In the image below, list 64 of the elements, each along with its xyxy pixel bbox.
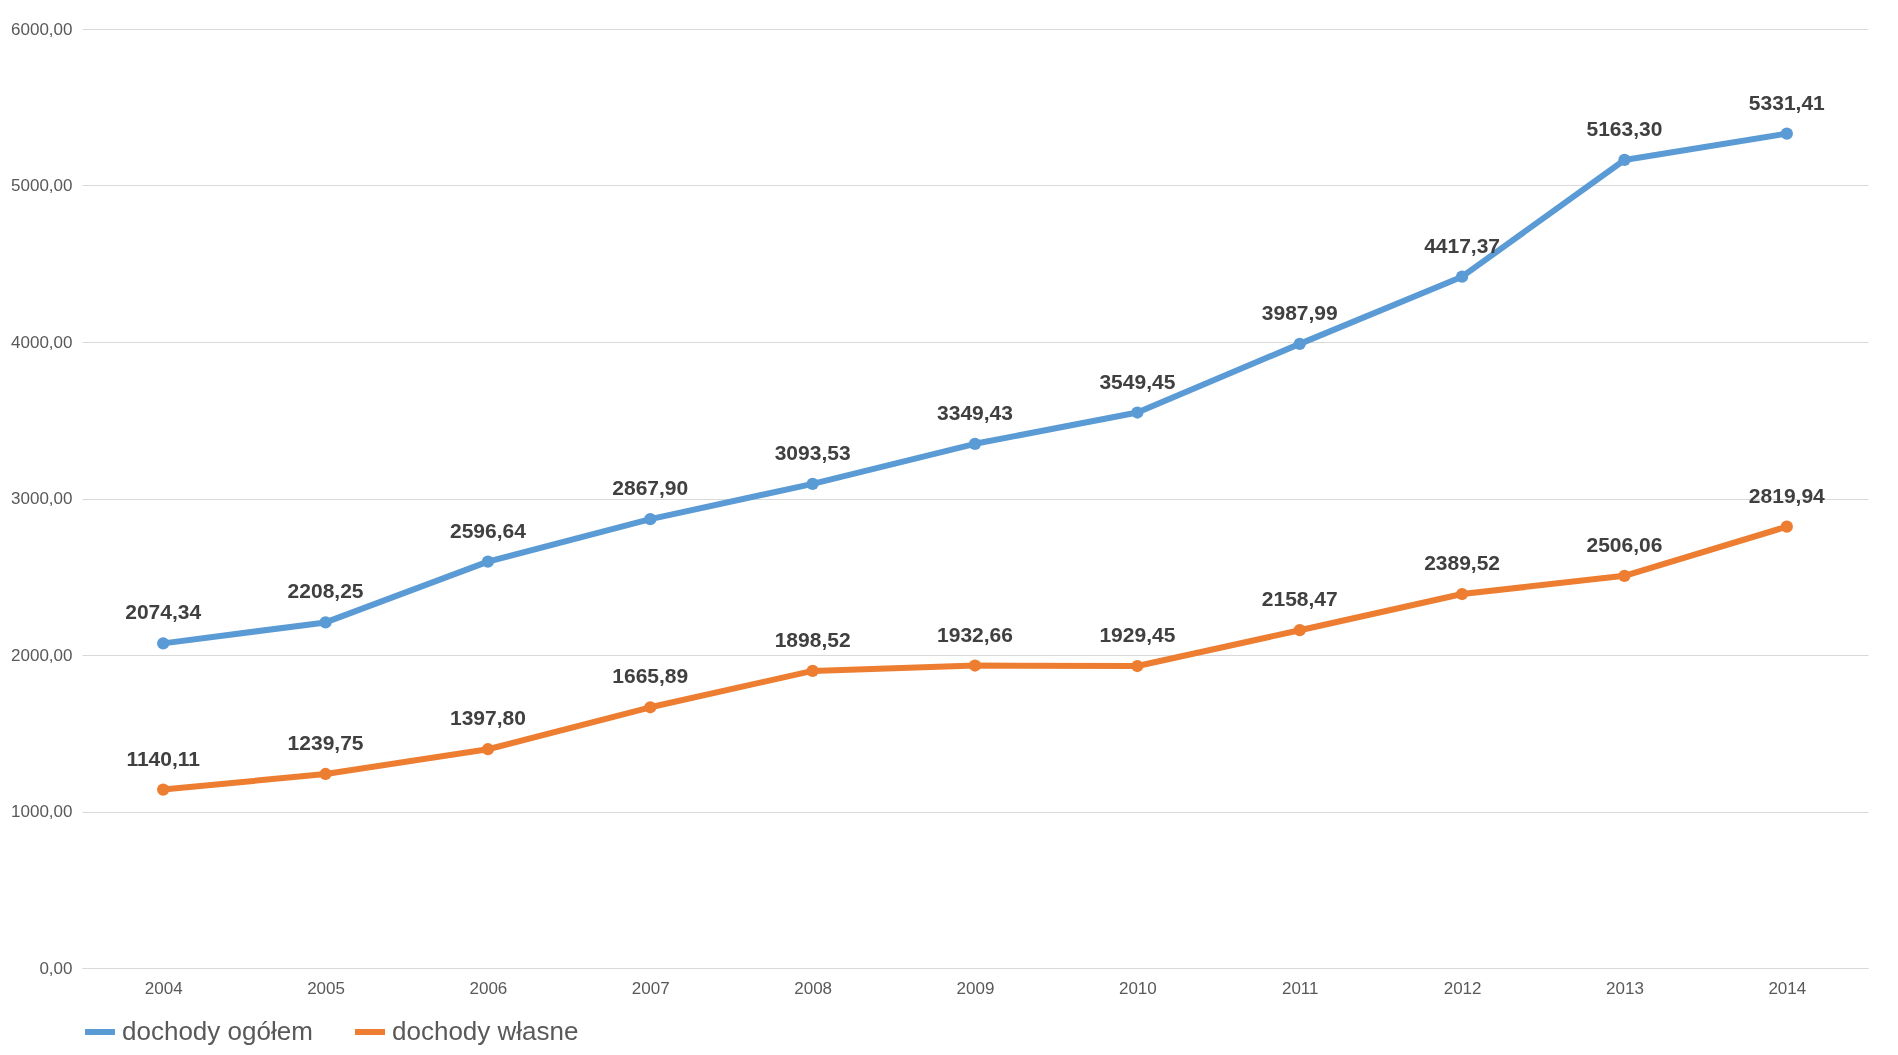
point <box>319 616 332 629</box>
data-label: 1239,75 <box>287 730 364 754</box>
y-tick-label: 0,00 <box>39 958 73 978</box>
x-tick-label: 2014 <box>1768 978 1807 998</box>
data-label: 1932,66 <box>937 622 1013 646</box>
data-label: 2867,90 <box>612 476 689 500</box>
x-tick-label: 2012 <box>1443 978 1482 998</box>
point <box>968 437 982 450</box>
point <box>806 664 819 677</box>
point <box>157 783 170 796</box>
point <box>806 477 819 490</box>
point <box>1131 659 1144 673</box>
point <box>1455 270 1469 283</box>
data-label: 1140,11 <box>126 746 201 770</box>
y-tick-label: 1000,00 <box>11 802 73 821</box>
data-label: 3093,53 <box>774 440 851 464</box>
data-label: 2074,34 <box>125 600 202 624</box>
data-label: 1397,80 <box>449 706 526 730</box>
point <box>481 743 495 756</box>
legend-label: dochody ogółem <box>122 1016 313 1046</box>
point <box>644 513 657 526</box>
point <box>968 659 982 672</box>
point <box>1618 153 1631 167</box>
x-tick-label: 2010 <box>1118 978 1157 998</box>
data-label: 3349,43 <box>937 400 1013 424</box>
data-label: 2158,47 <box>1261 587 1338 611</box>
data-label: 5163,30 <box>1586 116 1663 140</box>
data-label: 3549,45 <box>1099 369 1176 393</box>
y-tick-label: 3000,00 <box>11 489 73 508</box>
x-tick-label: 2004 <box>144 978 183 998</box>
point <box>1780 127 1793 140</box>
point <box>1780 520 1793 533</box>
point <box>157 637 170 650</box>
x-tick-label: 2005 <box>307 978 345 998</box>
point <box>1293 337 1306 350</box>
data-label: 5331,41 <box>1748 90 1826 114</box>
data-label: 2208,25 <box>287 579 364 603</box>
y-tick-label: 2000,00 <box>11 645 73 665</box>
point <box>1618 569 1631 582</box>
data-label: 2506,06 <box>1586 532 1663 556</box>
legend-label: dochody własne <box>392 1016 579 1046</box>
point <box>1455 587 1469 601</box>
y-tick-label: 6000,00 <box>11 19 73 39</box>
x-tick-label: 2007 <box>631 978 670 998</box>
point <box>481 555 495 568</box>
point <box>1131 406 1144 419</box>
data-label: 3987,99 <box>1261 300 1338 324</box>
data-label: 4417,37 <box>1424 233 1501 257</box>
x-tick-label: 2011 <box>1281 978 1319 998</box>
point <box>319 767 332 781</box>
x-tick-label: 2008 <box>794 978 833 998</box>
point <box>1293 624 1306 637</box>
x-tick-label: 2006 <box>469 978 508 998</box>
point <box>644 701 657 714</box>
data-label: 1929,45 <box>1099 623 1176 647</box>
data-label: 1665,89 <box>612 664 689 688</box>
data-label: 2596,64 <box>449 518 527 542</box>
data-label: 1898,52 <box>774 627 851 651</box>
data-label: 2819,94 <box>1748 483 1826 507</box>
y-tick-label: 5000,00 <box>11 176 73 195</box>
data-label: 2389,52 <box>1424 551 1501 575</box>
y-tick-label: 4000,00 <box>11 332 73 352</box>
x-tick-label: 2013 <box>1606 978 1644 998</box>
x-tick-label: 2009 <box>956 978 995 998</box>
